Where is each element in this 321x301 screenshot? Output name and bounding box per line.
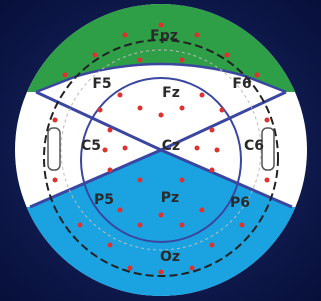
electrode-label: Cz	[162, 138, 180, 154]
left-ear	[48, 128, 60, 170]
electrode-label: Fpz	[150, 28, 178, 44]
electrode-label: Fz	[162, 85, 180, 101]
electrode-label: C6	[244, 138, 264, 154]
electrode-label: P5	[94, 192, 114, 208]
electrode-label: P6	[230, 195, 250, 211]
electrode-map: Fpz F5 Fz F6 C5 Cz C6 P5 Pz P6 Oz	[0, 0, 321, 301]
electrode-label: Oz	[160, 249, 180, 265]
electrode-label: C5	[81, 138, 101, 154]
electrode-label: F5	[92, 76, 111, 92]
electrode-label: Pz	[161, 190, 179, 206]
electrode-label: F6	[232, 76, 251, 92]
